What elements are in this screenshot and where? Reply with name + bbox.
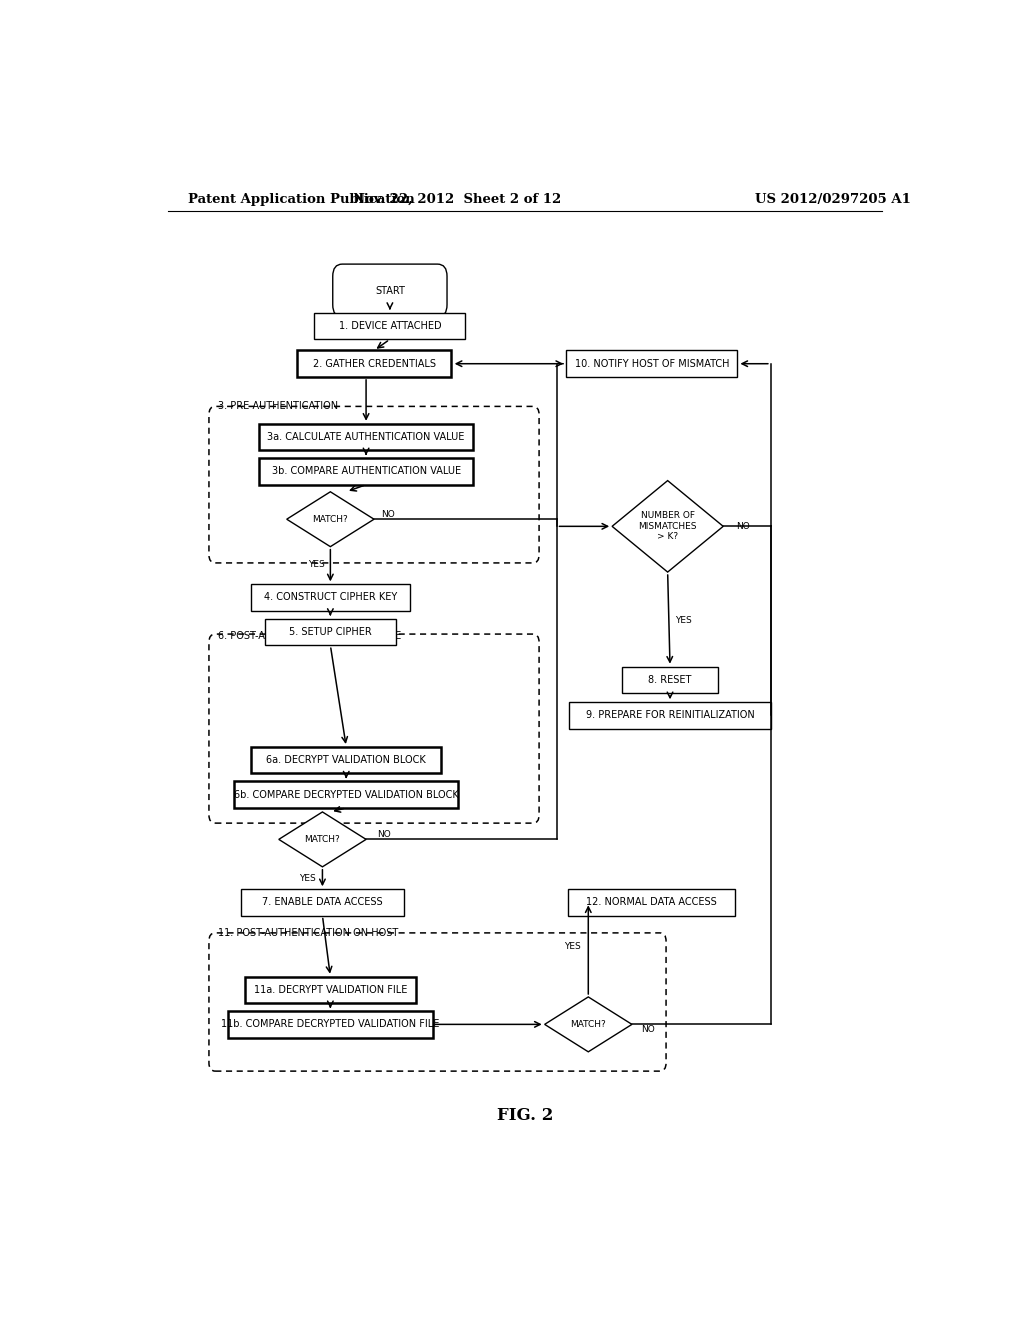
Text: NO: NO — [381, 510, 395, 519]
Text: 12. NORMAL DATA ACCESS: 12. NORMAL DATA ACCESS — [587, 898, 717, 907]
Bar — [251, 585, 410, 611]
Text: MATCH?: MATCH? — [570, 1020, 606, 1028]
Bar — [228, 1011, 433, 1038]
Text: YES: YES — [675, 616, 692, 626]
Bar — [234, 781, 458, 808]
Text: US 2012/0297205 A1: US 2012/0297205 A1 — [755, 193, 910, 206]
Text: START: START — [375, 285, 404, 296]
Text: NO: NO — [736, 521, 750, 531]
Text: 4. CONSTRUCT CIPHER KEY: 4. CONSTRUCT CIPHER KEY — [264, 593, 397, 602]
Text: 6b. COMPARE DECRYPTED VALIDATION BLOCK: 6b. COMPARE DECRYPTED VALIDATION BLOCK — [233, 789, 459, 800]
Text: MATCH?: MATCH? — [304, 834, 340, 843]
Text: 7. ENABLE DATA ACCESS: 7. ENABLE DATA ACCESS — [262, 898, 383, 907]
Text: 3b. COMPARE AUTHENTICATION VALUE: 3b. COMPARE AUTHENTICATION VALUE — [271, 466, 461, 477]
Text: Patent Application Publication: Patent Application Publication — [187, 193, 415, 206]
Bar — [566, 351, 737, 378]
Bar — [259, 458, 473, 484]
Text: 5. SETUP CIPHER: 5. SETUP CIPHER — [289, 627, 372, 638]
Bar — [241, 890, 403, 916]
Text: 8. RESET: 8. RESET — [648, 675, 692, 685]
Polygon shape — [287, 492, 374, 546]
Text: 11b. COMPARE DECRYPTED VALIDATION FILE: 11b. COMPARE DECRYPTED VALIDATION FILE — [221, 1019, 439, 1030]
Text: 9. PREPARE FOR REINITIALIZATION: 9. PREPARE FOR REINITIALIZATION — [586, 710, 755, 721]
Text: 3. PRE-AUTHENTICATION: 3. PRE-AUTHENTICATION — [218, 401, 339, 412]
Text: YES: YES — [307, 561, 325, 569]
Bar — [569, 702, 771, 729]
Text: 6a. DECRYPT VALIDATION BLOCK: 6a. DECRYPT VALIDATION BLOCK — [266, 755, 426, 766]
Text: NO: NO — [641, 1024, 654, 1034]
Bar — [623, 667, 718, 693]
Text: 3a. CALCULATE AUTHENTICATION VALUE: 3a. CALCULATE AUTHENTICATION VALUE — [267, 432, 465, 442]
Text: 11a. DECRYPT VALIDATION FILE: 11a. DECRYPT VALIDATION FILE — [254, 985, 408, 995]
Text: FIG. 2: FIG. 2 — [497, 1107, 553, 1125]
Text: YES: YES — [564, 941, 581, 950]
Bar — [245, 977, 416, 1003]
Text: 10. NOTIFY HOST OF MISMATCH: 10. NOTIFY HOST OF MISMATCH — [574, 359, 729, 368]
Text: 6. POST-AUTHENTICATION ON DEVICE: 6. POST-AUTHENTICATION ON DEVICE — [218, 631, 401, 642]
Bar — [259, 424, 473, 450]
Text: NUMBER OF
MISMATCHES
> K?: NUMBER OF MISMATCHES > K? — [638, 511, 697, 541]
Text: 1. DEVICE ATTACHED: 1. DEVICE ATTACHED — [339, 321, 441, 331]
Text: 11. POST-AUTHENTICATION ON HOST: 11. POST-AUTHENTICATION ON HOST — [218, 928, 398, 939]
Bar — [265, 619, 396, 645]
Polygon shape — [545, 997, 632, 1052]
Text: YES: YES — [299, 874, 315, 883]
Bar — [251, 747, 441, 774]
Text: MATCH?: MATCH? — [312, 515, 348, 524]
Text: 2. GATHER CREDENTIALS: 2. GATHER CREDENTIALS — [312, 359, 435, 368]
Text: NO: NO — [378, 830, 391, 838]
Polygon shape — [279, 812, 367, 867]
FancyBboxPatch shape — [333, 264, 447, 317]
Polygon shape — [612, 480, 723, 572]
Bar — [568, 890, 735, 916]
Bar — [297, 351, 452, 378]
Text: Nov. 22, 2012  Sheet 2 of 12: Nov. 22, 2012 Sheet 2 of 12 — [353, 193, 561, 206]
Bar — [314, 313, 465, 339]
